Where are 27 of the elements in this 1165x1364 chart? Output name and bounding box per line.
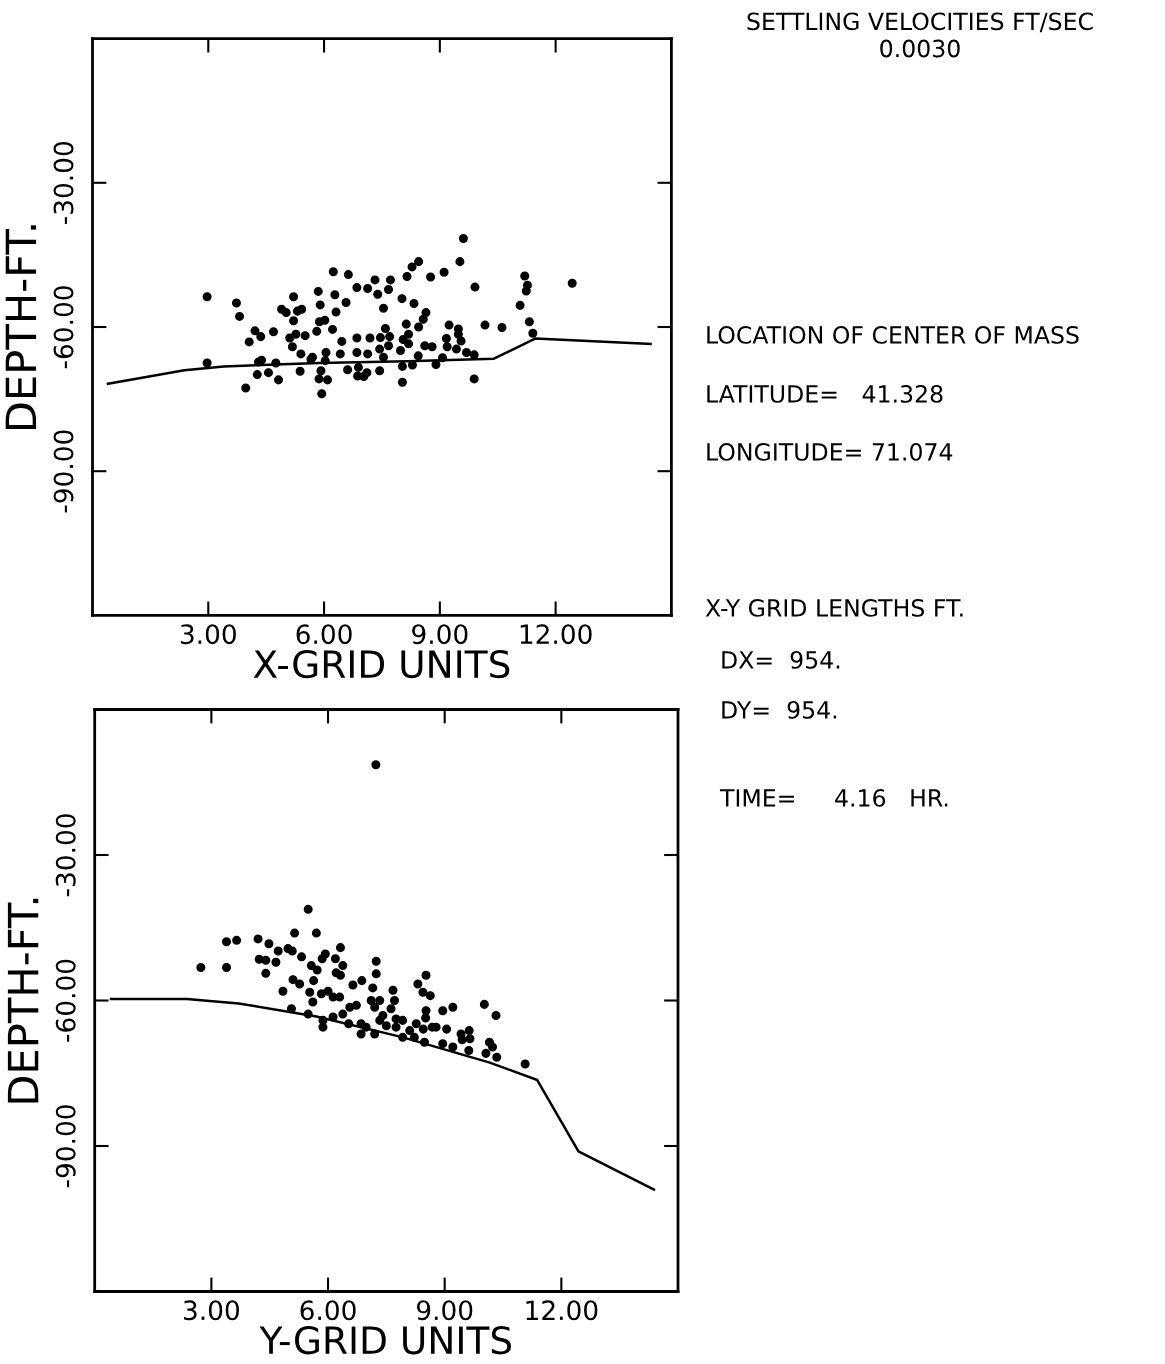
text: X-Y GRID LENGTHS FT.: [705, 598, 963, 617]
y-tick-label: -60.00: [55, 959, 76, 1042]
y-axis-title: DEPTH-FT.: [5, 225, 37, 430]
text: LONGITUDE= 71.074: [707, 442, 953, 461]
x-tick-label: 3.00: [180, 624, 236, 645]
text: LOCATION OF CENTER OF MASS: [707, 325, 1079, 344]
x-tick-label: 9.00: [416, 1300, 473, 1321]
y-axis-title: DEPTH-FT.: [7, 898, 39, 1103]
x-tick-label: 12.00: [526, 1300, 598, 1321]
text: DY= 954.: [722, 700, 837, 719]
x-tick-label: 3.00: [183, 1300, 239, 1321]
x-tick-label: 6.00: [296, 624, 352, 645]
text: SETTLING VELOCITIES FT/SEC: [747, 12, 1093, 33]
x-tick-label: 9.00: [412, 624, 468, 645]
y-tick-label: -90.00: [55, 1105, 76, 1188]
x-axis-title: X-GRID UNITS: [253, 649, 510, 679]
x-axis-title: Y-GRID UNITS: [259, 1326, 512, 1355]
text: DX= 954.: [722, 650, 840, 669]
text: 0.0030: [880, 39, 960, 58]
text: TIME= 4.16 HR.: [719, 788, 948, 807]
x-tick-label: 12.00: [520, 624, 592, 645]
text: LATITUDE= 41.328: [707, 384, 943, 403]
y-tick-label: -90.00: [53, 430, 74, 513]
y-tick-label: -30.00: [55, 814, 76, 897]
y-tick-label: -30.00: [53, 142, 74, 225]
y-tick-label: -60.00: [53, 286, 74, 369]
x-tick-label: 6.00: [300, 1300, 356, 1321]
